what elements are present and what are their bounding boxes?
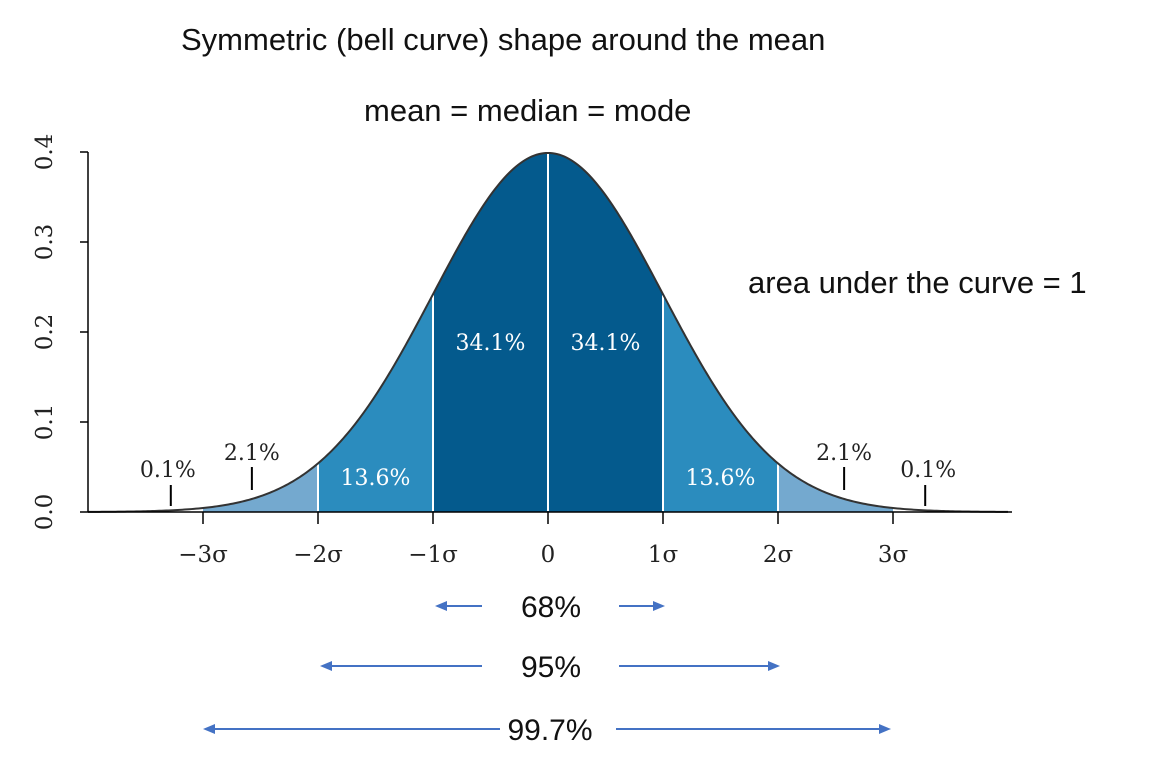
y-tick-label-3: 0.3 — [32, 224, 58, 261]
x-tick-label-3: 0 — [541, 542, 556, 568]
y-tick-label-0: 0.0 — [32, 494, 58, 531]
region-label-0: 2.1% — [224, 441, 280, 466]
tail-label-0: 0.1% — [140, 458, 196, 483]
range-label-2: 99.7% — [507, 714, 592, 747]
x-tick-label-1: −2σ — [293, 542, 343, 568]
range-label-0: 68% — [521, 591, 581, 624]
region-label-2: 34.1% — [456, 331, 526, 356]
region-label-5: 2.1% — [816, 441, 872, 466]
x-tick-label-2: −1σ — [408, 542, 458, 568]
region-label-1: 13.6% — [341, 466, 411, 491]
x-tick-label-6: 3σ — [878, 542, 909, 568]
y-tick-label-4: 0.4 — [32, 134, 58, 171]
range-arrowhead-right-1 — [768, 661, 780, 671]
y-tick-label-2: 0.2 — [32, 314, 58, 351]
region-label-4: 13.6% — [686, 466, 756, 491]
range-arrowhead-left-2 — [203, 724, 215, 734]
x-tick-label-5: 2σ — [763, 542, 794, 568]
range-arrowhead-right-0 — [653, 601, 665, 611]
area-annotation: area under the curve = 1 — [748, 265, 1087, 300]
axes: 0.0 0.1 0.2 0.3 0.4 −3σ −2σ −1σ 0 1σ 2σ 3σ — [32, 134, 1012, 568]
x-tick-label-4: 1σ — [648, 542, 679, 568]
region-labels: 2.1% 13.6% 34.1% 34.1% 13.6% 2.1% 0.1% 0.1% — [140, 331, 956, 506]
y-tick-label-1: 0.1 — [32, 404, 58, 441]
tail-label-1: 0.1% — [900, 458, 956, 483]
range-arrows: 68% 95% 99.7% — [203, 591, 891, 747]
sigma-dividers — [317, 153, 779, 511]
range-arrowhead-left-0 — [435, 601, 447, 611]
region-area-0 — [203, 463, 318, 512]
chart-title: Symmetric (bell curve) shape around the … — [181, 22, 826, 57]
chart-subtitle: mean = median = mode — [364, 93, 692, 128]
x-tick-label-0: −3σ — [178, 542, 228, 568]
normal-curve — [87, 151, 1009, 513]
range-arrowhead-left-1 — [320, 661, 332, 671]
range-label-1: 95% — [521, 651, 581, 684]
region-area-5 — [778, 463, 893, 512]
region-label-3: 34.1% — [571, 331, 641, 356]
range-arrowhead-right-2 — [879, 724, 891, 734]
